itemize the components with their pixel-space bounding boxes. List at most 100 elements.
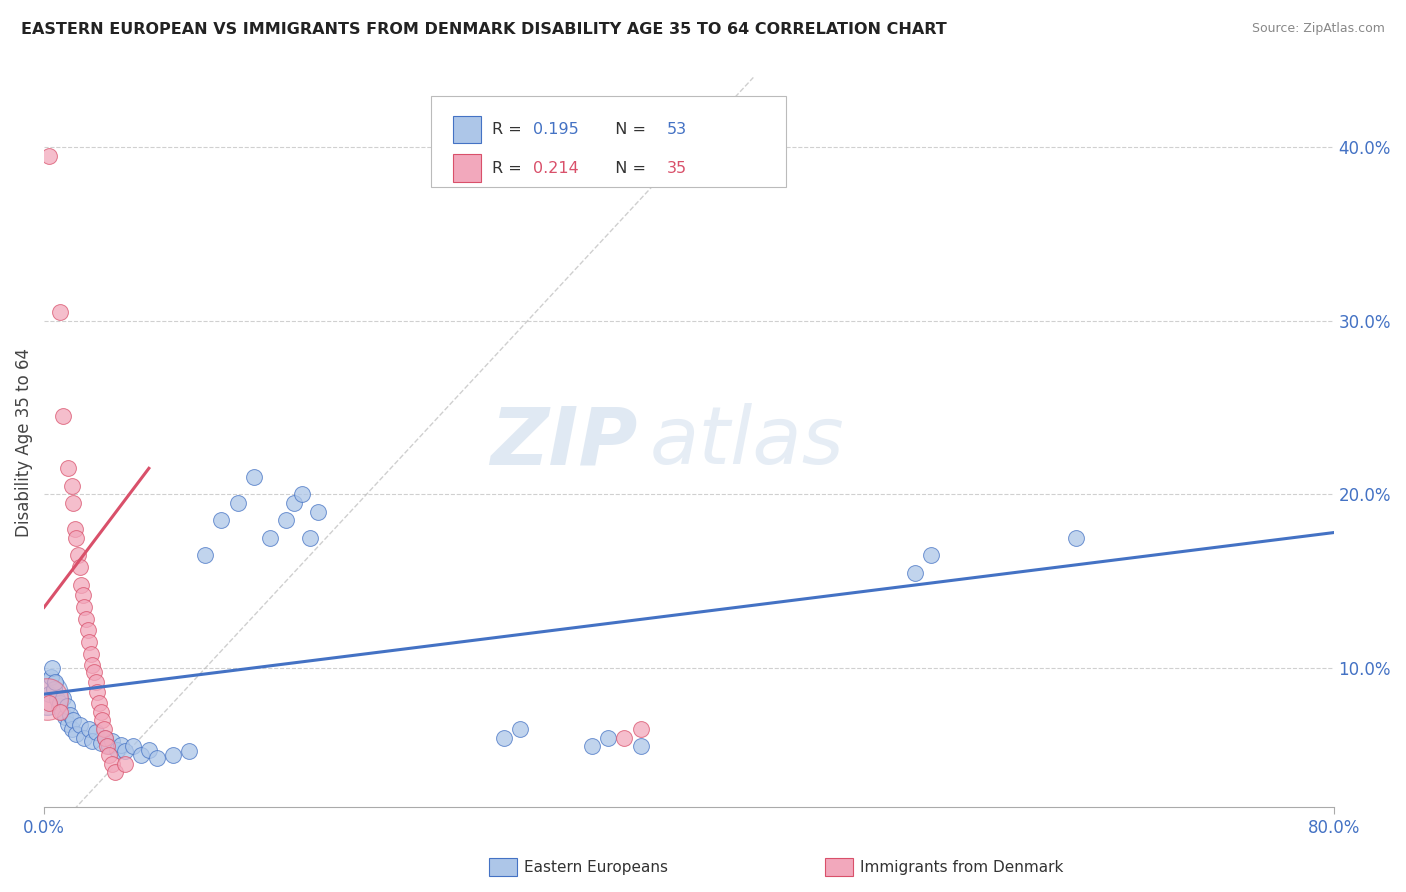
FancyBboxPatch shape (453, 116, 481, 144)
Point (62, 496, 84, 510)
Point (920, 548, 942, 562)
Point (55, 699, 77, 714)
Point (49, 305, 72, 319)
Point (73, 600, 96, 615)
Point (86, 685, 108, 699)
Point (209, 513, 232, 527)
Point (138, 743, 160, 757)
Point (69, 718, 91, 732)
Y-axis label: Disability Age 35 to 64: Disability Age 35 to 64 (15, 348, 32, 537)
Text: Immigrants from Denmark: Immigrants from Denmark (860, 860, 1064, 874)
Point (37, 687, 59, 701)
Point (291, 487, 314, 501)
Point (46, 692, 69, 706)
Point (60, 478, 83, 492)
Point (49, 696, 72, 710)
Point (242, 470, 264, 484)
Point (49, 705, 72, 719)
Point (44, 675, 66, 690)
Point (72, 588, 94, 602)
Point (65, 727, 87, 741)
Point (60, 722, 83, 736)
Point (52, 409, 75, 424)
Point (69, 560, 91, 574)
Point (84, 675, 107, 690)
Point (146, 751, 169, 765)
Text: R =: R = (492, 122, 526, 137)
Text: R =: R = (492, 161, 526, 176)
Text: N =: N = (605, 122, 651, 137)
Point (59, 708, 82, 723)
Point (581, 739, 603, 754)
Point (101, 756, 124, 771)
Point (492, 731, 515, 745)
FancyBboxPatch shape (432, 95, 786, 187)
Point (226, 496, 249, 510)
Text: N =: N = (605, 161, 651, 176)
Point (89, 705, 111, 719)
Point (62, 713, 84, 727)
Point (114, 756, 136, 771)
Point (903, 566, 925, 580)
Point (299, 531, 322, 545)
Point (42, 681, 65, 696)
Text: EASTERN EUROPEAN VS IMMIGRANTS FROM DENMARK DISABILITY AGE 35 TO 64 CORRELATION : EASTERN EUROPEAN VS IMMIGRANTS FROM DENM… (21, 22, 946, 37)
Point (51, 705, 73, 719)
Point (80, 647, 103, 661)
Point (37, 692, 59, 706)
Point (75, 612, 97, 626)
Point (89, 736, 111, 750)
Text: Source: ZipAtlas.com: Source: ZipAtlas.com (1251, 22, 1385, 36)
Point (104, 765, 127, 780)
Point (105, 743, 128, 757)
Point (58, 461, 80, 475)
Point (38, 696, 60, 710)
Point (179, 744, 201, 758)
Point (598, 731, 620, 745)
Point (194, 548, 217, 562)
Text: 35: 35 (666, 161, 688, 176)
Point (274, 513, 297, 527)
Point (1064, 531, 1087, 545)
Point (70, 577, 93, 591)
Point (48, 699, 70, 714)
Point (91, 713, 114, 727)
FancyBboxPatch shape (453, 154, 481, 182)
Point (114, 744, 136, 758)
Text: 0.195: 0.195 (533, 122, 579, 137)
Point (630, 722, 652, 736)
Point (52, 690, 75, 705)
Point (63, 522, 86, 536)
Point (613, 731, 636, 745)
Point (38, 687, 60, 701)
Point (73, 731, 96, 745)
Point (110, 738, 132, 752)
Point (66, 548, 89, 562)
Point (77, 635, 100, 649)
Point (82, 657, 104, 672)
Text: 0.214: 0.214 (533, 161, 579, 176)
Point (53, 709, 76, 723)
Point (84, 725, 107, 739)
Point (41, 661, 63, 675)
Point (630, 739, 652, 754)
Point (82, 734, 104, 748)
Point (77, 722, 100, 736)
Point (96, 739, 118, 754)
Point (121, 739, 143, 754)
Point (129, 747, 152, 762)
Point (65, 531, 87, 545)
Point (94, 731, 117, 745)
Point (94, 731, 117, 745)
Point (38, 148, 60, 162)
Point (83, 665, 105, 679)
Point (283, 496, 305, 510)
Point (307, 505, 329, 519)
Text: Eastern Europeans: Eastern Europeans (524, 860, 668, 874)
Point (509, 722, 531, 736)
Point (58, 716, 80, 731)
Text: atlas: atlas (650, 403, 845, 482)
Point (259, 531, 281, 545)
Point (97, 739, 120, 754)
Point (39, 670, 62, 684)
